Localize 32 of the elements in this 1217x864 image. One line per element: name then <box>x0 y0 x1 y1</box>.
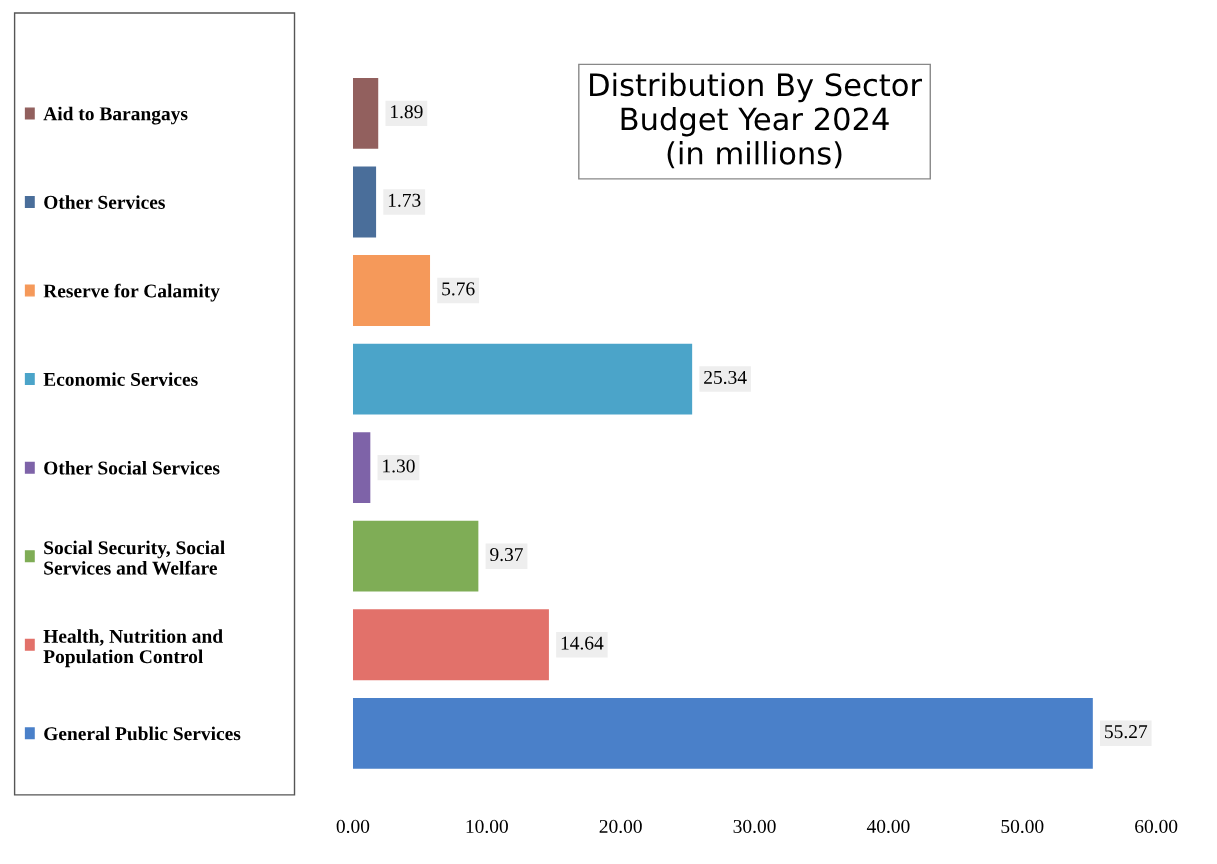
bar <box>352 166 377 238</box>
bar <box>352 609 549 681</box>
y-tick-label: General Public Services <box>44 726 241 741</box>
y-tick-label: Other Services <box>44 195 165 209</box>
data-label: 25.34 <box>704 370 747 385</box>
bar <box>352 255 431 326</box>
data-label: 14.64 <box>561 636 604 650</box>
x-tick-label: 60.00 <box>1135 819 1178 834</box>
data-label: 1.89 <box>391 105 423 119</box>
data-label: 5.76 <box>442 282 475 296</box>
bar <box>352 697 1093 769</box>
y-tick-label: Reserve for Calamity <box>43 283 220 302</box>
x-tick-label: 20.00 <box>599 819 642 834</box>
bar <box>352 520 479 592</box>
x-tick-label: 30.00 <box>733 819 776 834</box>
y-tick-label: Health, Nutrition and Population Control <box>43 629 223 668</box>
data-label: 1.30 <box>383 459 415 473</box>
data-label: 9.37 <box>490 548 523 562</box>
data-label: 55.27 <box>1105 725 1148 739</box>
x-tick-label: 40.00 <box>866 819 910 834</box>
y-tick-label: Other Social Services <box>44 460 220 475</box>
bar <box>352 77 379 149</box>
text: Distribution By Sector Budget Year 2024 (in millions) <box>590 72 923 169</box>
x-tick-label: 0.00 <box>336 819 370 834</box>
data-label: 1.73 <box>388 193 421 207</box>
y-tick-label: Economic Services <box>43 372 198 387</box>
y-tick-label: Aid to Barangays <box>43 106 188 125</box>
y-tick-label: Social Security, Social Services and Welfare <box>44 540 225 575</box>
x-tick-label: 50.00 <box>1001 819 1044 834</box>
x-tick-label: 10.00 <box>466 819 508 834</box>
bar <box>352 343 693 415</box>
bar <box>352 432 371 504</box>
